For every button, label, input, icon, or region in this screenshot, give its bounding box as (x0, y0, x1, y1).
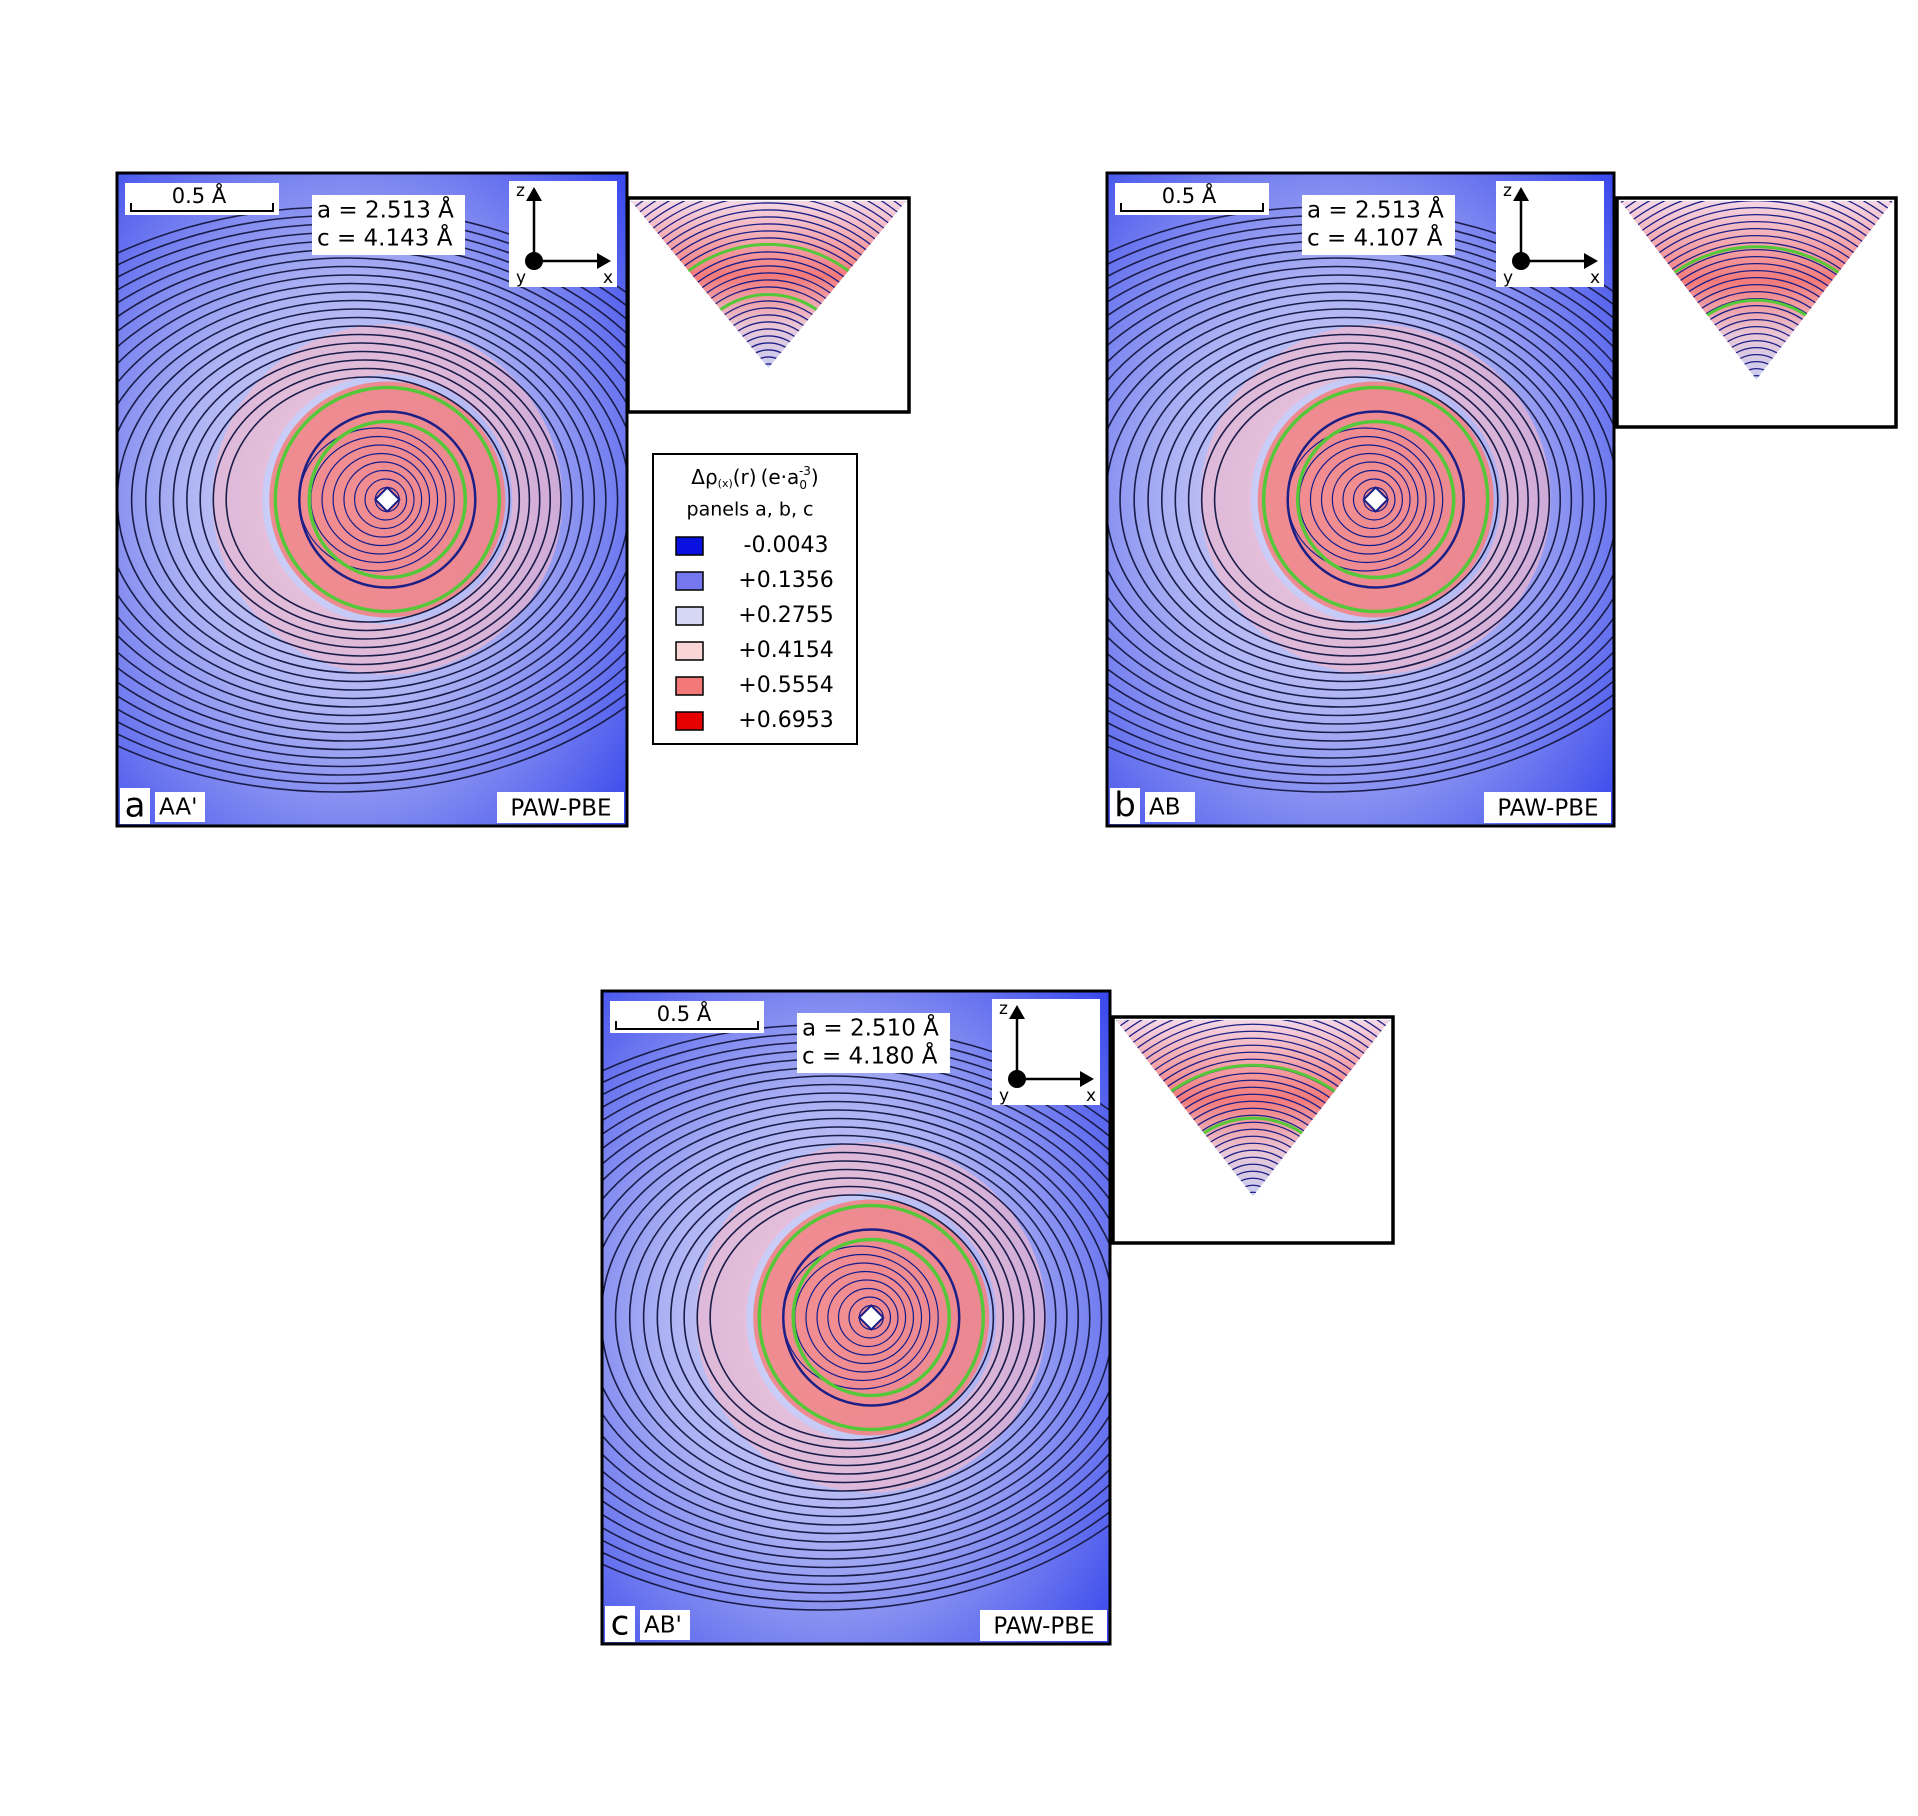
axis-origin (1512, 252, 1530, 270)
scale-bar-label: 0.5 Å (657, 1000, 712, 1026)
symbol: Δρ (691, 465, 717, 489)
axis-z: z (1503, 181, 1512, 201)
method-label: PAW-PBE (510, 796, 611, 822)
stacking-label: AB' (644, 1613, 682, 1639)
legend-subtitle: panels a, b, c (687, 499, 814, 521)
axis-x: x (1086, 1086, 1096, 1106)
lattice-a: a = 2.510 Å (802, 1014, 939, 1042)
lattice-a: a = 2.513 Å (317, 196, 454, 224)
legend-title: Δρ(x)(r)(e·a0-3) (691, 464, 818, 492)
scale-bar-label: 0.5 Å (1162, 182, 1217, 208)
scale-bar-label: 0.5 Å (172, 182, 227, 208)
legend-box (653, 454, 857, 744)
legend-swatch (676, 572, 703, 590)
legend-label: -0.0043 (744, 533, 829, 558)
legend-label: +0.6953 (738, 708, 833, 733)
axis-origin (1008, 1070, 1026, 1088)
axis-x: x (1590, 268, 1600, 288)
panel-letter: a (125, 786, 146, 826)
panel-letter: c (611, 1604, 630, 1644)
legend: Δρ(x)(r)(e·a0-3) panels a, b, c -0.0043 +… (653, 454, 857, 744)
axis-origin (525, 252, 543, 270)
axis-z: z (516, 181, 525, 201)
panel: 0.5 Å a = 2.513 Åc = 4.107 Å z x y b AB PAW-PBE (918, 173, 1735, 826)
legend-swatch (676, 642, 703, 660)
lattice-c: c = 4.143 Å (317, 224, 453, 252)
lattice-c: c = 4.180 Å (802, 1042, 938, 1070)
legend-label: +0.4154 (738, 638, 833, 663)
axis-x: x (603, 268, 613, 288)
legend-swatch (676, 712, 703, 730)
lattice-a: a = 2.513 Å (1307, 196, 1444, 224)
legend-swatch (676, 607, 703, 625)
unit-sup: -3 (799, 464, 811, 478)
method-label: PAW-PBE (993, 1614, 1094, 1640)
legend-swatch (676, 677, 703, 695)
stacking-label: AA' (159, 795, 197, 821)
panel-letter: b (1114, 786, 1136, 826)
axis-z: z (999, 999, 1008, 1019)
axis-y: y (1503, 268, 1513, 288)
unit: (e·a (761, 465, 800, 489)
symbol-sub: (x) (718, 477, 733, 490)
legend-label: +0.5554 (738, 673, 833, 698)
legend-label: +0.1356 (738, 568, 833, 593)
legend-label: +0.2755 (738, 603, 833, 628)
panel: 0.5 Å a = 2.510 Åc = 4.180 Å z x y c AB' PAW-PB… (413, 991, 1230, 1644)
method-label: PAW-PBE (1497, 796, 1598, 822)
unit-sub: 0 (799, 478, 807, 492)
lattice-c: c = 4.107 Å (1307, 224, 1443, 252)
axis-y: y (516, 268, 526, 288)
axis-y: y (999, 1086, 1009, 1106)
unit-close: ) (811, 465, 819, 489)
legend-swatch (676, 537, 703, 555)
argument: (r) (733, 465, 757, 489)
stacking-label: AB (1149, 795, 1181, 821)
